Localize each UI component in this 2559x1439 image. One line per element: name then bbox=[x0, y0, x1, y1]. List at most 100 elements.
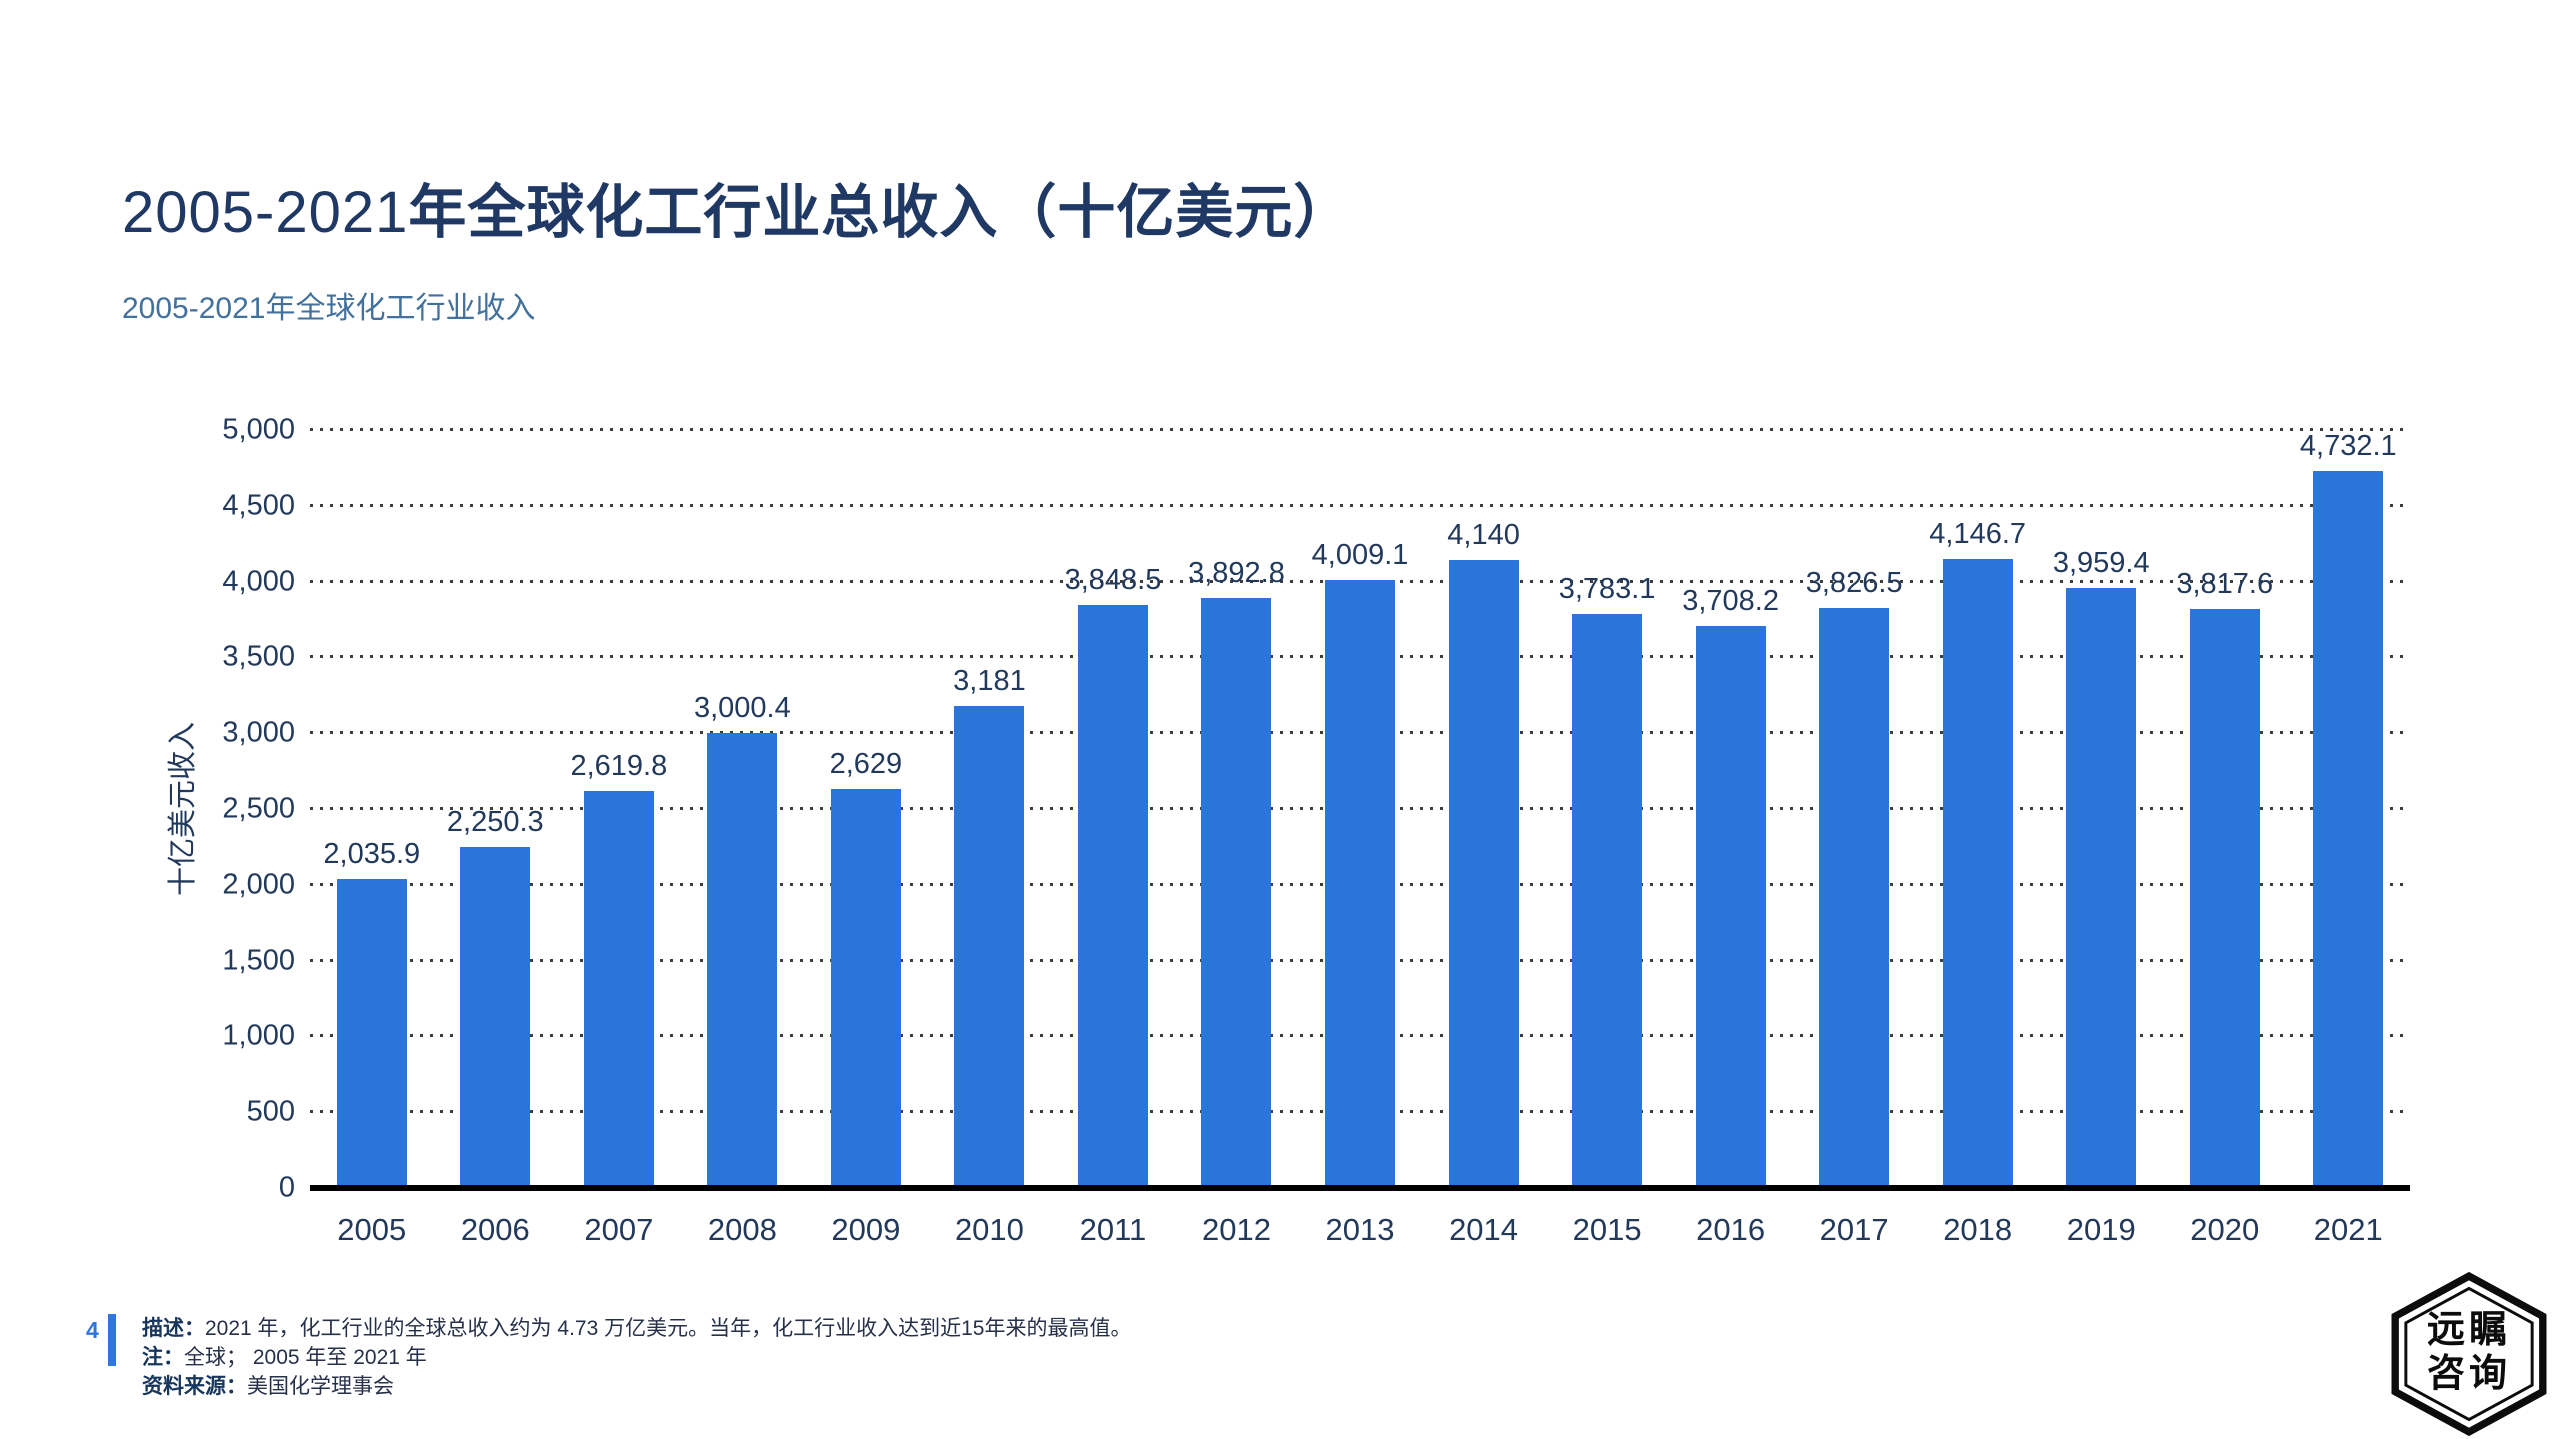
y-tick-label: 5,000 bbox=[222, 413, 295, 446]
footer-description-text: 2021 年，化工行业的全球总收入约为 4.73 万亿美元。当年，化工行业收入达… bbox=[205, 1317, 1132, 1340]
gridline-4500 bbox=[310, 503, 2410, 507]
x-tick-label-2016: 2016 bbox=[1696, 1212, 1766, 1247]
footer-source-label: 资料来源： bbox=[142, 1375, 247, 1398]
bar-2014 bbox=[1448, 560, 1519, 1188]
bar-2020 bbox=[2189, 609, 2260, 1188]
bar-2013 bbox=[1325, 580, 1396, 1188]
bar-column-2010: 3,181 bbox=[928, 430, 1052, 1188]
x-tick-label-2018: 2018 bbox=[1943, 1212, 2013, 1247]
bar-value-label: 3,708.2 bbox=[1682, 584, 1779, 617]
plot-area: 2,035.9 2,250.3 2,619.8 3,000.4 2,629 3,181 3,… bbox=[310, 428, 2410, 1191]
bar-2005 bbox=[336, 879, 407, 1188]
x-tick-label-2013: 2013 bbox=[1325, 1212, 1395, 1247]
y-tick-label: 3,500 bbox=[222, 640, 295, 673]
bar-value-label: 2,035.9 bbox=[323, 838, 421, 871]
hexagon-logo-frame bbox=[2391, 1272, 2547, 1436]
footer-notes: 描述：2021 年，化工行业的全球总收入约为 4.73 万亿美元。当年，化工行业… bbox=[142, 1314, 1642, 1401]
bar-column-2008: 3,000.4 bbox=[681, 430, 805, 1188]
bar-value-label: 2,629 bbox=[829, 748, 903, 781]
bar-value-label: 3,181 bbox=[953, 664, 1026, 697]
x-tick-label-2010: 2010 bbox=[954, 1212, 1024, 1247]
bar-value-label: 3,826.5 bbox=[1805, 566, 1903, 599]
y-tick-label: 0 bbox=[278, 1171, 295, 1204]
bar-2019 bbox=[2066, 587, 2137, 1188]
bar-column-2017: 3,826.5 bbox=[1792, 430, 1916, 1188]
bar-column-2015: 3,783.1 bbox=[1545, 430, 1669, 1188]
footer-note-label: 注： bbox=[142, 1346, 184, 1369]
bar-value-label: 4,732.1 bbox=[2299, 429, 2397, 462]
bar-value-label: 2,619.8 bbox=[570, 749, 668, 782]
bar-2009 bbox=[830, 789, 901, 1188]
bar-column-2013: 4,009.1 bbox=[1298, 430, 1422, 1188]
bar-value-label: 4,140 bbox=[1447, 519, 1520, 552]
x-axis-line bbox=[310, 1185, 2410, 1191]
bar-2006 bbox=[460, 846, 531, 1188]
y-tick-label: 2,000 bbox=[222, 868, 295, 901]
bar-column-2014: 4,140 bbox=[1422, 430, 1546, 1188]
x-axis-tick-labels: 2005 2006 2007 2008 2009 2010 2011 2012 2013 2014… bbox=[310, 1212, 2410, 1248]
footer-note-text: 全球； 2005 年至 2021 年 bbox=[184, 1346, 427, 1369]
y-tick-label: 1,500 bbox=[222, 944, 295, 977]
x-tick-label-2020: 2020 bbox=[2190, 1212, 2260, 1247]
x-tick-label-2007: 2007 bbox=[584, 1212, 654, 1247]
logo-text-line2: 咨询 bbox=[2426, 1353, 2511, 1396]
page-title-text: 年全球化工行业总收入（十亿美元） bbox=[408, 180, 1353, 245]
bar-column-2005: 2,035.9 bbox=[310, 430, 434, 1188]
y-tick-label: 4,500 bbox=[222, 489, 295, 522]
y-tick-label: 2,500 bbox=[222, 792, 295, 825]
bar-value-label: 4,009.1 bbox=[1311, 539, 1409, 572]
bar-value-label: 3,817.6 bbox=[2176, 568, 2274, 601]
x-tick-label-2015: 2015 bbox=[1572, 1212, 1642, 1247]
bar-2008 bbox=[707, 733, 778, 1188]
x-tick-label-2011: 2011 bbox=[1079, 1212, 1147, 1247]
bar-column-2011: 3,848.5 bbox=[1051, 430, 1175, 1188]
logo-text: 远瞩 咨询 bbox=[2386, 1308, 2552, 1396]
bar-column-2012: 3,892.8 bbox=[1175, 430, 1299, 1188]
logo-text-line1: 远瞩 bbox=[2426, 1309, 2511, 1352]
company-logo: 远瞩 咨询 bbox=[2386, 1272, 2552, 1436]
bar-2007 bbox=[583, 790, 654, 1188]
bar-2012 bbox=[1201, 597, 1272, 1188]
x-tick-label-2008: 2008 bbox=[707, 1212, 777, 1247]
y-tick-label: 1,000 bbox=[222, 1019, 295, 1052]
x-tick-label-2012: 2012 bbox=[1202, 1212, 1271, 1247]
bar-value-label: 3,959.4 bbox=[2052, 546, 2150, 579]
x-tick-label-2005: 2005 bbox=[337, 1212, 407, 1247]
bar-2011 bbox=[1077, 604, 1148, 1188]
y-tick-label: 4,000 bbox=[222, 565, 295, 598]
bar-2021 bbox=[2313, 470, 2384, 1188]
bar-value-label: 3,848.5 bbox=[1064, 563, 1162, 596]
bar-column-2007: 2,619.8 bbox=[557, 430, 681, 1188]
y-axis-tick-labels: 0 500 1,000 1,500 2,000 2,500 3,000 3,500 4,000 4… bbox=[140, 415, 295, 1202]
bar-2016 bbox=[1695, 625, 1766, 1188]
bar-column-2016: 3,708.2 bbox=[1669, 430, 1793, 1188]
page-number: 4 bbox=[86, 1317, 99, 1343]
bar-column-2019: 3,959.4 bbox=[2039, 430, 2163, 1188]
footer-source: 资料来源：美国化学理事会 bbox=[142, 1372, 1642, 1401]
bar-2010 bbox=[954, 705, 1025, 1188]
footer-note: 注：全球； 2005 年至 2021 年 bbox=[142, 1343, 1642, 1372]
bar-column-2009: 2,629 bbox=[804, 430, 928, 1188]
footer-description: 描述：2021 年，化工行业的全球总收入约为 4.73 万亿美元。当年，化工行业… bbox=[142, 1314, 1642, 1343]
y-tick-label: 3,000 bbox=[222, 716, 295, 749]
bar-value-label: 3,892.8 bbox=[1188, 556, 1285, 589]
bar-value-label: 4,146.7 bbox=[1929, 518, 2027, 551]
footer-accent-bar bbox=[108, 1314, 116, 1366]
bar-column-2006: 2,250.3 bbox=[434, 430, 558, 1188]
bars-container: 2,035.9 2,250.3 2,619.8 3,000.4 2,629 3,181 3,… bbox=[310, 430, 2410, 1188]
bar-2015 bbox=[1572, 614, 1643, 1188]
gridline-5000 bbox=[310, 428, 2410, 431]
footer-source-text: 美国化学理事会 bbox=[247, 1375, 394, 1398]
x-tick-label-2014: 2014 bbox=[1449, 1212, 1519, 1247]
x-tick-label-2006: 2006 bbox=[460, 1212, 530, 1247]
bar-column-2020: 3,817.6 bbox=[2163, 430, 2287, 1188]
x-tick-label-2019: 2019 bbox=[2066, 1212, 2136, 1247]
bar-value-label: 3,783.1 bbox=[1558, 573, 1656, 606]
bar-column-2021: 4,732.1 bbox=[2287, 430, 2411, 1188]
x-tick-label-2021: 2021 bbox=[2313, 1212, 2383, 1247]
bar-column-2018: 4,146.7 bbox=[1916, 430, 2040, 1188]
y-tick-label: 500 bbox=[246, 1095, 295, 1128]
chart-subtitle: 2005-2021年全球化工行业收入 bbox=[122, 292, 536, 325]
bar-2018 bbox=[1942, 559, 2013, 1188]
x-tick-label-2009: 2009 bbox=[831, 1212, 901, 1247]
